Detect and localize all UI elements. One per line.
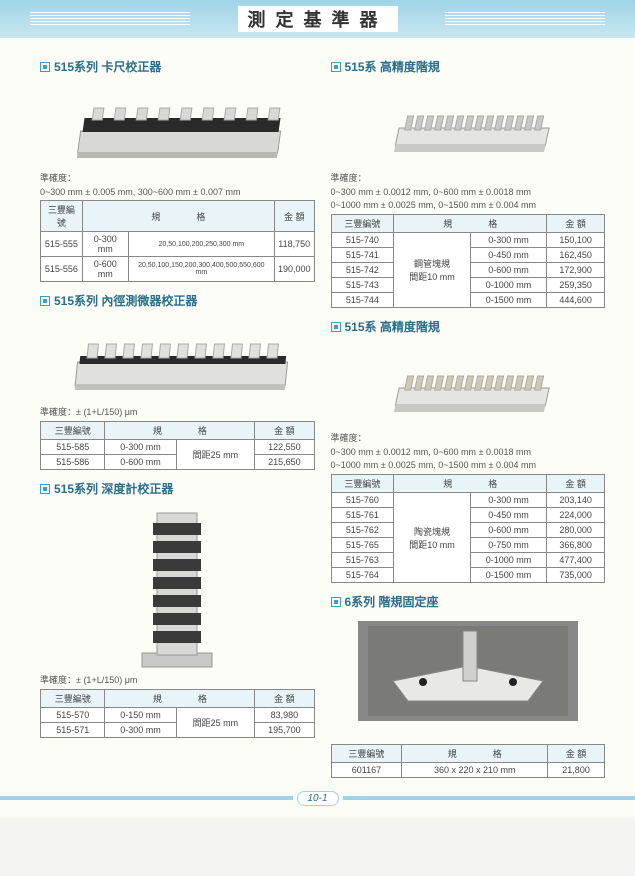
table-row: 515-556 0-600 mm 20,50,100,150,200,300,4…: [41, 257, 315, 282]
section-title: 515系列 深度計校正器: [54, 480, 173, 497]
section-heading: 515系 高精度階規: [331, 318, 606, 335]
product-image: [40, 315, 315, 405]
bullet-icon: [40, 296, 50, 306]
accuracy-text: 0~1000 mm ± 0.0025 mm, 0~1500 mm ± 0.004…: [331, 460, 606, 472]
spec-table: 三豐編號 規 格 金 額 515-555 0-300 mm 20,50,100,…: [40, 200, 315, 282]
section-heading: 6系列 階規固定座: [331, 593, 606, 610]
accuracy-text: 0~300 mm ± 0.0012 mm, 0~600 mm ± 0.0018 …: [331, 447, 606, 459]
section-heading: 515系 高精度階規: [331, 58, 606, 75]
footer-rule: [0, 796, 293, 800]
bullet-icon: [331, 322, 341, 332]
accuracy-text: 準確度：± (1+L/150) μm: [40, 675, 315, 687]
footer-rule: [343, 796, 635, 800]
section-title: 6系列 階規固定座: [345, 593, 439, 610]
table-row: 515-570 0-150 mm 間距25 mm 83,980: [41, 707, 315, 722]
bullet-icon: [40, 62, 50, 72]
th: 金 額: [274, 201, 314, 232]
accuracy-text: 0~300 mm ± 0.005 mm, 300~600 mm ± 0.007 …: [40, 187, 315, 199]
bullet-icon: [331, 62, 341, 72]
product-image: [331, 616, 606, 726]
product-image: [331, 81, 606, 171]
section-title: 515系列 內徑測微器校正器: [54, 292, 197, 309]
section-title: 515系 高精度階規: [345, 318, 440, 335]
left-column: 515系列 卡尺校正器: [40, 48, 315, 778]
th: 規 格: [82, 201, 274, 232]
table-header-row: 三豐編號 規 格 金 額: [41, 422, 315, 440]
table-row: 515-555 0-300 mm 20,50,100,200,250,300 m…: [41, 232, 315, 257]
section-title: 515系 高精度階規: [345, 58, 440, 75]
accuracy-text: 0~300 mm ± 0.0012 mm, 0~600 mm ± 0.0018 …: [331, 187, 606, 199]
spec-table: 三豐編號 規 格 金 額 515-740鋼管塊規 間距10 mm0-300 mm…: [331, 214, 606, 308]
table-header-row: 三豐編號 規 格 金 額: [41, 689, 315, 707]
accuracy-text: 準確度：± (1+L/150) μm: [40, 407, 315, 419]
product-image: [40, 81, 315, 171]
page-header: 測定基準器: [0, 0, 635, 38]
table-header-row: 三豐編號 規 格 金 額: [331, 475, 605, 493]
accuracy-label: 準確度：: [40, 173, 315, 185]
page-number: 10-1: [297, 791, 339, 806]
table-header-row: 三豐編號 規 格 金 額: [41, 201, 315, 232]
accuracy-text: 0~1000 mm ± 0.0025 mm, 0~1500 mm ± 0.004…: [331, 200, 606, 212]
page-footer: 10-1: [0, 788, 635, 808]
spec-table: 三豐編號 規 格 金 額 515-585 0-300 mm 間距25 mm 12…: [40, 421, 315, 470]
section-title: 515系列 卡尺校正器: [54, 58, 161, 75]
table-row: 515-585 0-300 mm 間距25 mm 122,550: [41, 440, 315, 455]
section-heading: 515系列 卡尺校正器: [40, 58, 315, 75]
section-heading: 515系列 內徑測微器校正器: [40, 292, 315, 309]
spec-table: 三豐編號 規 格 金 額 515-760陶瓷塊規 間距10 mm0-300 mm…: [331, 474, 606, 583]
table-header-row: 三豐編號 規 格 金 額: [331, 745, 605, 763]
page-title: 測定基準器: [238, 6, 398, 32]
spec-table: 三豐編號 規 格 金 額 601167 360 x 220 x 210 mm 2…: [331, 744, 606, 778]
section-heading: 515系列 深度計校正器: [40, 480, 315, 497]
accuracy-label: 準確度：: [331, 433, 606, 445]
table-header-row: 三豐編號 規 格 金 額: [331, 215, 605, 233]
product-image: [331, 341, 606, 431]
bullet-icon: [40, 484, 50, 494]
table-row: 601167 360 x 220 x 210 mm 21,800: [331, 763, 605, 778]
accuracy-label: 準確度：: [331, 173, 606, 185]
spec-table: 三豐編號 規 格 金 額 515-570 0-150 mm 間距25 mm 83…: [40, 689, 315, 738]
right-column: 515系 高精度階規: [331, 48, 606, 778]
bullet-icon: [331, 597, 341, 607]
th: 三豐編號: [41, 201, 83, 232]
product-image: [40, 503, 315, 673]
